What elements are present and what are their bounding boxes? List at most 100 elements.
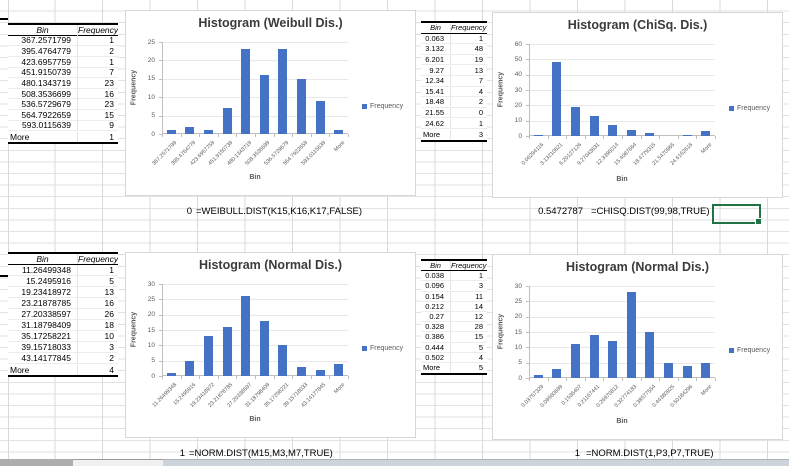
frequency-cell[interactable]: 7 <box>109 67 114 78</box>
bin-cell[interactable]: More <box>421 363 451 373</box>
bin-cell[interactable]: 0.096 <box>421 281 451 291</box>
bin-cell[interactable]: 43.14177845 <box>8 353 78 363</box>
bin-cell[interactable]: 23.21878785 <box>8 298 78 308</box>
table-row: 480.1343719 23 <box>8 77 118 89</box>
bin-cell[interactable]: 0.444 <box>421 342 451 352</box>
frequency-cell[interactable]: 23 <box>104 77 114 88</box>
bin-cell[interactable]: 9.27 <box>421 65 451 75</box>
frequency-cell[interactable]: 19 <box>474 55 483 65</box>
frequency-cell[interactable]: 9 <box>109 120 114 131</box>
bin-cell[interactable]: 536.5729679 <box>8 99 78 110</box>
frequency-cell[interactable]: 18 <box>104 320 114 330</box>
frequency-cell[interactable]: 16 <box>104 88 114 99</box>
frequency-cell[interactable]: 10 <box>104 331 114 341</box>
bin-cell[interactable]: 423.6957759 <box>8 56 78 67</box>
frequency-cell[interactable]: 23 <box>104 99 114 110</box>
bin-cell[interactable]: 367.2571799 <box>8 35 78 46</box>
frequency-cell[interactable]: 3 <box>478 281 483 291</box>
frequency-cell[interactable]: 28 <box>474 322 483 332</box>
bin-cell[interactable]: 21.55 <box>421 108 451 118</box>
norm-right-formula-cell[interactable]: =NORM.DIST(1,P3,P7,TRUE) <box>586 448 714 459</box>
weibull-result-cell[interactable]: 0 <box>186 206 192 217</box>
frequency-cell[interactable]: 12 <box>474 312 483 322</box>
bin-cell[interactable]: 0.063 <box>421 33 451 43</box>
frequency-cell[interactable]: 5 <box>478 342 483 352</box>
bin-cell[interactable]: 11.26499348 <box>8 265 78 275</box>
bin-cell[interactable]: 593.0115639 <box>8 120 78 131</box>
frequency-cell[interactable]: 15 <box>104 109 114 120</box>
bin-cell[interactable]: 35.17258221 <box>8 331 78 341</box>
bin-cell[interactable]: 0.502 <box>421 352 451 362</box>
bin-cell[interactable]: 0.386 <box>421 332 451 342</box>
frequency-cell[interactable]: 1 <box>109 131 114 142</box>
bin-cell[interactable]: 0.154 <box>421 291 451 301</box>
frequency-cell[interactable]: 16 <box>104 298 114 308</box>
frequency-cell[interactable]: 4 <box>109 364 114 375</box>
y-tick-label: 20 <box>147 311 155 319</box>
frequency-cell[interactable]: 3 <box>478 129 483 139</box>
bin-cell[interactable]: 3.132 <box>421 44 451 54</box>
frequency-cell[interactable]: 2 <box>109 353 114 363</box>
frequency-cell[interactable]: 1 <box>109 35 114 46</box>
x-tick-mark <box>566 378 568 381</box>
bin-cell[interactable]: 0.212 <box>421 301 451 311</box>
chart-gridline <box>529 59 715 61</box>
normal-left-histogram-chart[interactable]: Histogram (Normal Dis.) 0 5 10 15 20 25 30 11.26… <box>125 252 416 438</box>
bin-cell[interactable]: 15.41 <box>421 86 451 96</box>
frequency-cell[interactable]: 4 <box>478 352 483 362</box>
frequency-cell[interactable]: 26 <box>104 309 114 319</box>
frequency-cell[interactable]: 5 <box>109 276 114 286</box>
bin-cell[interactable]: 564.7922659 <box>8 109 78 120</box>
norm-left-formula-cell[interactable]: =NORM.DIST(M15,M3,M7,TRUE) <box>189 448 333 459</box>
frequency-cell[interactable]: 1 <box>478 118 483 128</box>
frequency-cell[interactable]: 14 <box>474 301 483 311</box>
weibull-formula-cell[interactable]: =WEIBULL.DIST(K15,K16,K17,FALSE) <box>196 206 363 217</box>
bin-cell[interactable]: 6.201 <box>421 55 451 65</box>
frequency-cell[interactable]: 13 <box>104 287 114 297</box>
frequency-cell[interactable]: 1 <box>478 33 483 43</box>
bin-cell[interactable]: 451.9150739 <box>8 67 78 78</box>
bin-cell[interactable]: 24.62 <box>421 118 451 128</box>
bin-cell[interactable]: 0.27 <box>421 312 451 322</box>
normal-right-histogram-chart[interactable]: Histogram (Normal Dis.) 0 5 10 15 20 25 30 0.037… <box>492 254 783 440</box>
selected-cell[interactable] <box>712 204 762 225</box>
y-tick-mark <box>159 134 162 135</box>
norm-right-result-cell[interactable]: 1 <box>574 448 580 459</box>
frequency-cell[interactable]: 15 <box>474 332 483 342</box>
y-tick-mark <box>159 376 162 377</box>
frequency-cell[interactable]: 4 <box>478 86 483 96</box>
frequency-cell[interactable]: 48 <box>474 44 483 54</box>
bin-cell[interactable]: 27.20338597 <box>8 309 78 319</box>
bin-cell[interactable]: 15.2495916 <box>8 276 78 286</box>
bin-cell[interactable]: More <box>8 364 78 375</box>
chisq-result-cell[interactable]: 0.5472787 <box>538 206 583 217</box>
frequency-cell[interactable]: 1 <box>478 271 483 281</box>
bin-cell[interactable]: 480.1343719 <box>8 77 78 88</box>
bin-cell[interactable]: 31.18798409 <box>8 320 78 330</box>
bin-cell[interactable]: 0.328 <box>421 322 451 332</box>
frequency-cell[interactable]: 3 <box>109 342 114 352</box>
frequency-cell[interactable]: 13 <box>474 65 483 75</box>
bin-cell[interactable]: 395.4764779 <box>8 46 78 57</box>
frequency-cell[interactable]: 2 <box>478 97 483 107</box>
bin-cell[interactable]: 0.038 <box>421 271 451 281</box>
bin-cell[interactable]: More <box>8 131 78 142</box>
frequency-cell[interactable]: 0 <box>478 108 483 118</box>
bin-cell[interactable]: 39.15718033 <box>8 342 78 352</box>
norm-left-result-cell[interactable]: 1 <box>179 448 185 459</box>
frequency-cell[interactable]: 11 <box>475 291 483 301</box>
frequency-cell[interactable]: 1 <box>109 56 114 67</box>
bin-cell[interactable]: More <box>421 129 451 139</box>
fill-handle[interactable] <box>755 218 762 225</box>
bin-cell[interactable]: 508.3536699 <box>8 88 78 99</box>
chisq-formula-cell[interactable]: =CHISQ.DIST(99,98,TRUE) <box>591 206 710 217</box>
bin-cell[interactable]: 19.23418972 <box>8 287 78 297</box>
frequency-cell[interactable]: 1 <box>109 265 114 275</box>
frequency-cell[interactable]: 7 <box>478 76 483 86</box>
frequency-cell[interactable]: 2 <box>109 46 114 57</box>
weibull-histogram-chart[interactable]: Histogram (Weibull Dis.) 0 5 10 15 20 25 367.25… <box>125 10 416 196</box>
bin-cell[interactable]: 12.34 <box>421 76 451 86</box>
frequency-cell[interactable]: 5 <box>478 363 483 373</box>
chisq-histogram-chart[interactable]: Histogram (ChiSq. Dis.) 0 10 20 30 40 50 60 0.06… <box>492 12 783 198</box>
bin-cell[interactable]: 18.48 <box>421 97 451 107</box>
